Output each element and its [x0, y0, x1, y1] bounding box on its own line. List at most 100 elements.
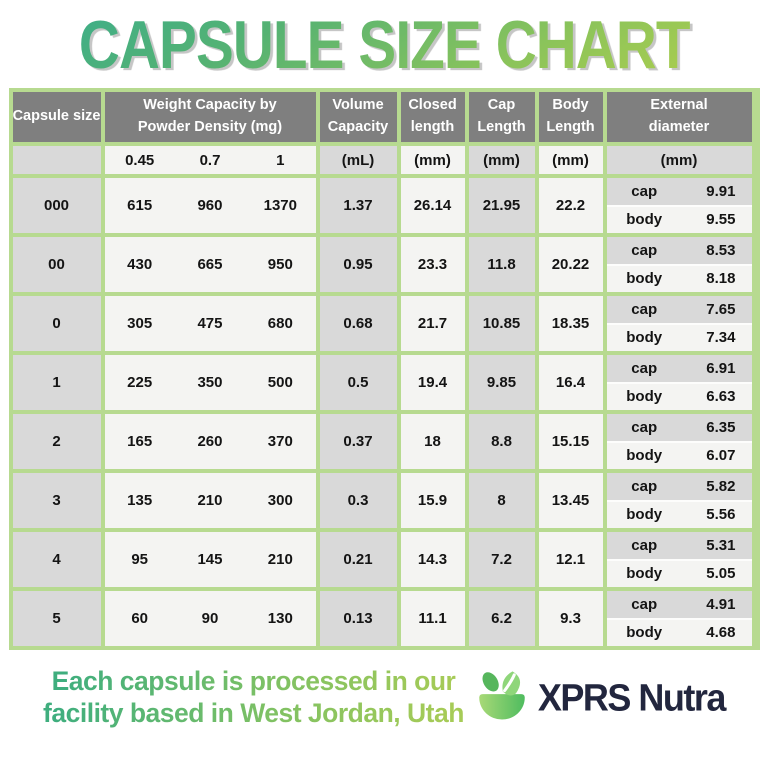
weight-07: 260	[197, 433, 223, 450]
closed-length-cell: 15.9	[400, 473, 465, 528]
body-length-cell: 22.2	[538, 178, 603, 233]
col-header-label: Volume	[332, 97, 384, 114]
ext-cap-label: cap	[631, 359, 658, 377]
page-header: CAPSULE SIZE CHART	[0, 0, 768, 84]
col-header-weight-capacity: Weight Capacity by Powder Density (mg)	[104, 92, 316, 142]
closed-length-cell: 14.3	[400, 532, 465, 587]
ext-cap-subrow: cap 5.82	[606, 473, 752, 500]
capsule-size-cell: 5	[12, 591, 101, 646]
ext-body-value: 7.34	[706, 329, 736, 347]
col-header-label: Body	[552, 97, 589, 114]
ext-body-label: body	[626, 447, 663, 465]
page-title: CAPSULE SIZE CHART	[78, 7, 691, 84]
col-header-label: Closed	[408, 97, 457, 114]
ext-cap-label: cap	[631, 300, 658, 318]
density-045: 0.45	[125, 151, 155, 169]
ext-cap-value: 9.91	[706, 182, 736, 200]
col-header-label: Cap	[487, 97, 516, 114]
volume-cell: 0.13	[319, 591, 397, 646]
weight-1: 500	[267, 374, 293, 391]
col-header-volume-capacity: Volume Capacity	[319, 92, 397, 142]
weight-07: 350	[197, 374, 223, 391]
body-length-cell: 12.1	[538, 532, 603, 587]
ext-cap-value: 5.82	[706, 477, 736, 495]
volume-cell: 1.37	[319, 178, 397, 233]
closed-length-cell: 11.1	[400, 591, 465, 646]
ext-cap-subrow: cap 7.65	[606, 296, 752, 323]
ext-cap-subrow: cap 8.53	[606, 237, 752, 264]
ext-cap-label: cap	[631, 477, 658, 495]
unit-closed: (mm)	[400, 146, 465, 174]
external-diameter-cell: cap 5.82 body 5.56	[606, 473, 752, 528]
body-length-cell: 13.45	[538, 473, 603, 528]
body-length-cell: 20.22	[538, 237, 603, 292]
volume-cell: 0.5	[319, 355, 397, 410]
units-density-cell: 0.45 0.7 1	[104, 146, 316, 174]
weight-07: 665	[197, 256, 223, 273]
weight-07: 90	[201, 610, 219, 627]
weight-1: 300	[267, 492, 293, 509]
weight-capacity-cell: 305 475 680	[104, 296, 316, 351]
ext-cap-label: cap	[631, 241, 658, 259]
ext-cap-value: 6.91	[706, 359, 736, 377]
external-diameter-cell: cap 5.31 body 5.05	[606, 532, 752, 587]
volume-cell: 0.21	[319, 532, 397, 587]
unit-external: (mm)	[606, 146, 752, 174]
density-1: 1	[276, 151, 285, 169]
ext-body-label: body	[626, 388, 663, 406]
cap-length-cell: 21.95	[468, 178, 535, 233]
ext-body-label: body	[626, 329, 663, 347]
cap-length-cell: 10.85	[468, 296, 535, 351]
body-length-cell: 9.3	[538, 591, 603, 646]
weight-capacity-cell: 430 665 950	[104, 237, 316, 292]
weight-045: 225	[127, 374, 153, 391]
capsule-size-cell: 1	[12, 355, 101, 410]
col-header-label: Powder Density (mg)	[137, 119, 283, 135]
ext-body-subrow: body 7.34	[606, 324, 752, 351]
closed-length-cell: 18	[400, 414, 465, 469]
weight-1: 950	[267, 256, 293, 273]
density-07: 0.7	[199, 151, 221, 169]
ext-body-value: 9.55	[706, 211, 736, 229]
external-diameter-cell: cap 6.91 body 6.63	[606, 355, 752, 410]
col-header-label: Length	[477, 119, 526, 135]
ext-cap-subrow: cap 6.35	[606, 414, 752, 441]
ext-body-subrow: body 8.18	[606, 265, 752, 292]
cap-length-cell: 7.2	[468, 532, 535, 587]
footer: Each capsule is processed in our facilit…	[0, 666, 768, 730]
closed-length-cell: 21.7	[400, 296, 465, 351]
weight-1: 680	[267, 315, 293, 332]
ext-body-subrow: body 6.07	[606, 442, 752, 469]
cap-length-cell: 8	[468, 473, 535, 528]
col-header-label: Capacity	[327, 119, 389, 135]
col-header-capsule-size: Capsule size	[12, 92, 101, 142]
capsule-size-cell: 00	[12, 237, 101, 292]
ext-cap-label: cap	[631, 418, 658, 436]
capsule-size-cell: 0	[12, 296, 101, 351]
cap-length-cell: 9.85	[468, 355, 535, 410]
ext-body-value: 4.68	[706, 624, 736, 642]
weight-07: 210	[197, 492, 223, 509]
ext-body-value: 6.07	[706, 447, 736, 465]
brand-lockup: XPRS Nutra	[474, 667, 726, 728]
ext-cap-label: cap	[631, 595, 658, 613]
col-header-label: Capsule size	[12, 108, 101, 125]
ext-cap-subrow: cap 5.31	[606, 532, 752, 559]
weight-1: 130	[267, 610, 293, 627]
capsule-size-table: Capsule size Weight Capacity by Powder D…	[8, 88, 760, 650]
weight-capacity-cell: 95 145 210	[104, 532, 316, 587]
weight-1: 370	[267, 433, 293, 450]
ext-cap-label: cap	[631, 182, 658, 200]
weight-capacity-cell: 60 90 130	[104, 591, 316, 646]
capsule-size-cell: 3	[12, 473, 101, 528]
closed-length-cell: 19.4	[400, 355, 465, 410]
ext-cap-value: 5.31	[706, 536, 736, 554]
closed-length-cell: 26.14	[400, 178, 465, 233]
weight-1: 1370	[263, 197, 297, 214]
unit-volume: (mL)	[319, 146, 397, 174]
col-header-label: Weight Capacity by	[143, 97, 277, 114]
units-blank-cell	[12, 146, 101, 174]
unit-body: (mm)	[538, 146, 603, 174]
ext-body-value: 8.18	[706, 270, 736, 288]
external-diameter-cell: cap 7.65 body 7.34	[606, 296, 752, 351]
